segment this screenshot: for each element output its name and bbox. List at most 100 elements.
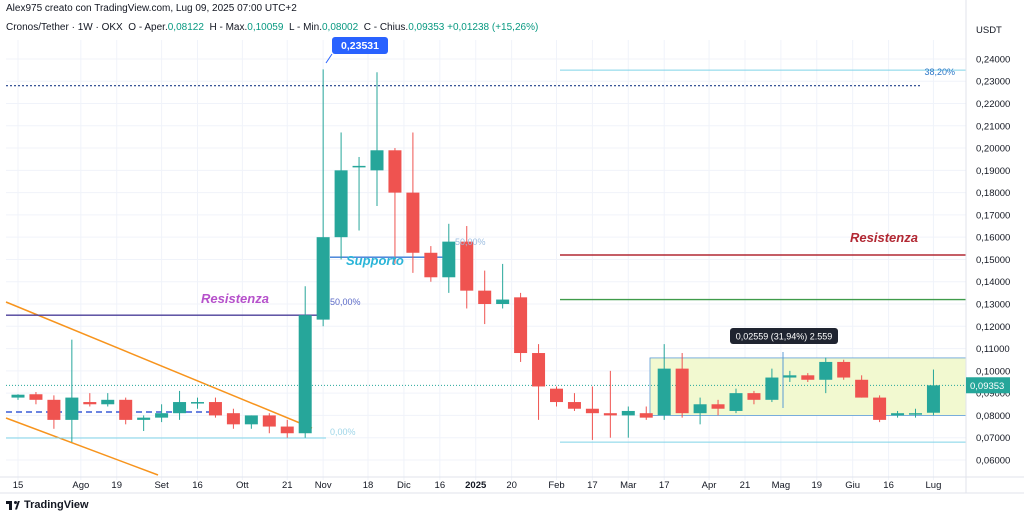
- candle-body: [550, 388, 563, 403]
- candle-body: [567, 402, 581, 409]
- candle-body: [29, 394, 43, 400]
- price-tick-label: 0,08000: [976, 411, 1010, 422]
- price-tick-label: 0,17000: [976, 210, 1010, 221]
- candle-body: [585, 408, 599, 414]
- candle-body: [334, 170, 348, 238]
- candle-body: [514, 297, 528, 354]
- candle-body: [675, 368, 689, 414]
- candle-body: [11, 394, 25, 398]
- candle-body: [137, 417, 151, 420]
- candle-body: [747, 393, 761, 400]
- time-tick-label: 2025: [465, 480, 487, 491]
- last-price-tag: [966, 377, 1010, 394]
- candle-body: [729, 393, 743, 411]
- price-tick-label: 0,21000: [976, 121, 1010, 132]
- price-tick-label: 0,24000: [976, 54, 1010, 65]
- trend-line-upper: [5, 301, 313, 429]
- candle-body: [388, 150, 402, 193]
- time-tick-label: 17: [659, 480, 670, 491]
- candle-body: [873, 397, 887, 420]
- brand-label: TradingView: [24, 499, 89, 511]
- candle-body: [621, 410, 635, 416]
- time-tick-label: 19: [811, 480, 822, 491]
- candle-body: [496, 299, 510, 305]
- time-tick-label: 19: [111, 480, 122, 491]
- candle-body: [226, 413, 240, 425]
- price-tick-label: 0,07000: [976, 433, 1010, 444]
- time-tick-label: Lug: [926, 480, 942, 491]
- currency-label: USDT: [976, 25, 1002, 36]
- time-tick-label: Feb: [548, 480, 564, 491]
- change-value: +0,01238 (+15,26%): [447, 22, 539, 33]
- candle-body: [783, 375, 797, 378]
- resistance-right-label: Resistenza: [850, 230, 918, 245]
- candle-body: [208, 402, 222, 416]
- candle-body: [855, 379, 869, 398]
- symbol-label[interactable]: Cronos/Tether · 1W · OKX: [6, 22, 123, 33]
- price-tick-label: 0,13000: [976, 300, 1010, 311]
- fib-0-label: 0,00%: [330, 427, 356, 437]
- candle-body: [926, 385, 940, 413]
- time-tick-label: 18: [363, 480, 374, 491]
- time-tick-label: Ott: [236, 480, 249, 491]
- candle-body: [370, 150, 384, 171]
- last-price-label: 0,09353: [970, 381, 1004, 392]
- high-price-label: 0,23531: [341, 40, 379, 52]
- price-tick-label: 0,16000: [976, 233, 1010, 244]
- candle-body: [603, 413, 617, 416]
- ohlc-legend: Cronos/Tether · 1W · OKX O - Aper.0,0812…: [6, 22, 539, 33]
- candle-body: [119, 399, 133, 420]
- candle-body: [442, 241, 456, 278]
- candle-body: [711, 404, 725, 409]
- fib-50-label: 50,00%: [330, 297, 361, 307]
- price-axis[interactable]: USDT 0,24000 0,23000 0,22000 0,21000 0,20000 0…: [965, 0, 1010, 493]
- time-tick-label: Ago: [72, 480, 89, 491]
- tradingview-brand[interactable]: TradingView: [6, 499, 89, 511]
- measure-label: 0,02559 (31,94%) 2.559: [736, 332, 833, 342]
- time-tick-label: Mag: [772, 480, 790, 491]
- candle-body: [191, 402, 204, 404]
- price-tick-label: 0,20000: [976, 144, 1010, 155]
- candle-body: [478, 290, 492, 305]
- time-tick-label: 17: [587, 480, 598, 491]
- chart-overlays: [5, 69, 967, 476]
- candle-body: [424, 252, 438, 278]
- candle-body: [406, 192, 420, 253]
- high-tag-pointer: [325, 53, 333, 64]
- fib-382-label: 38,20%: [924, 67, 955, 77]
- time-axis[interactable]: 15 Ago 19 Set 16 Ott 21 Nov 18 Dic 16 2025 20 Feb 17 Ma…: [0, 476, 1024, 494]
- candle-body: [316, 237, 330, 320]
- tradingview-logo-icon: [6, 500, 20, 510]
- candle-body: [460, 241, 474, 291]
- time-tick-label: Apr: [702, 480, 717, 491]
- candle-body: [693, 404, 707, 414]
- price-tick-label: 0,19000: [976, 166, 1010, 177]
- time-tick-label: Giu: [845, 480, 860, 491]
- candle-body: [909, 413, 922, 415]
- resistance-left-label: Resistenza: [201, 291, 269, 306]
- fib-hidden-label: 50,00%: [455, 237, 486, 247]
- time-tick-label: Mar: [620, 480, 636, 491]
- time-tick-label: 16: [192, 480, 203, 491]
- low-value: 0,08002: [321, 22, 359, 33]
- time-tick-label: 16: [435, 480, 446, 491]
- chart-credit: Alex975 creato con TradingView.com, Lug …: [6, 3, 297, 14]
- time-tick-label: 21: [282, 480, 293, 491]
- open-value: 0,08122: [167, 22, 204, 33]
- price-tick-label: 0,14000: [976, 277, 1010, 288]
- price-tick-label: 0,23000: [976, 77, 1010, 88]
- measure-tooltip: [730, 328, 838, 344]
- candle-body: [65, 397, 79, 420]
- close-value: 0,09353: [408, 22, 445, 33]
- time-tick-label: Set: [154, 480, 169, 491]
- price-tick-label: 0,09000: [976, 389, 1010, 400]
- trend-line-lower: [5, 417, 159, 476]
- high-value: 0,10059: [247, 22, 284, 33]
- candles: [11, 69, 940, 443]
- candle-body: [101, 399, 115, 405]
- high-price-tag: [332, 37, 388, 54]
- price-tick-label: 0,11000: [976, 344, 1010, 355]
- candle-body: [298, 315, 312, 434]
- candle-body: [532, 353, 546, 387]
